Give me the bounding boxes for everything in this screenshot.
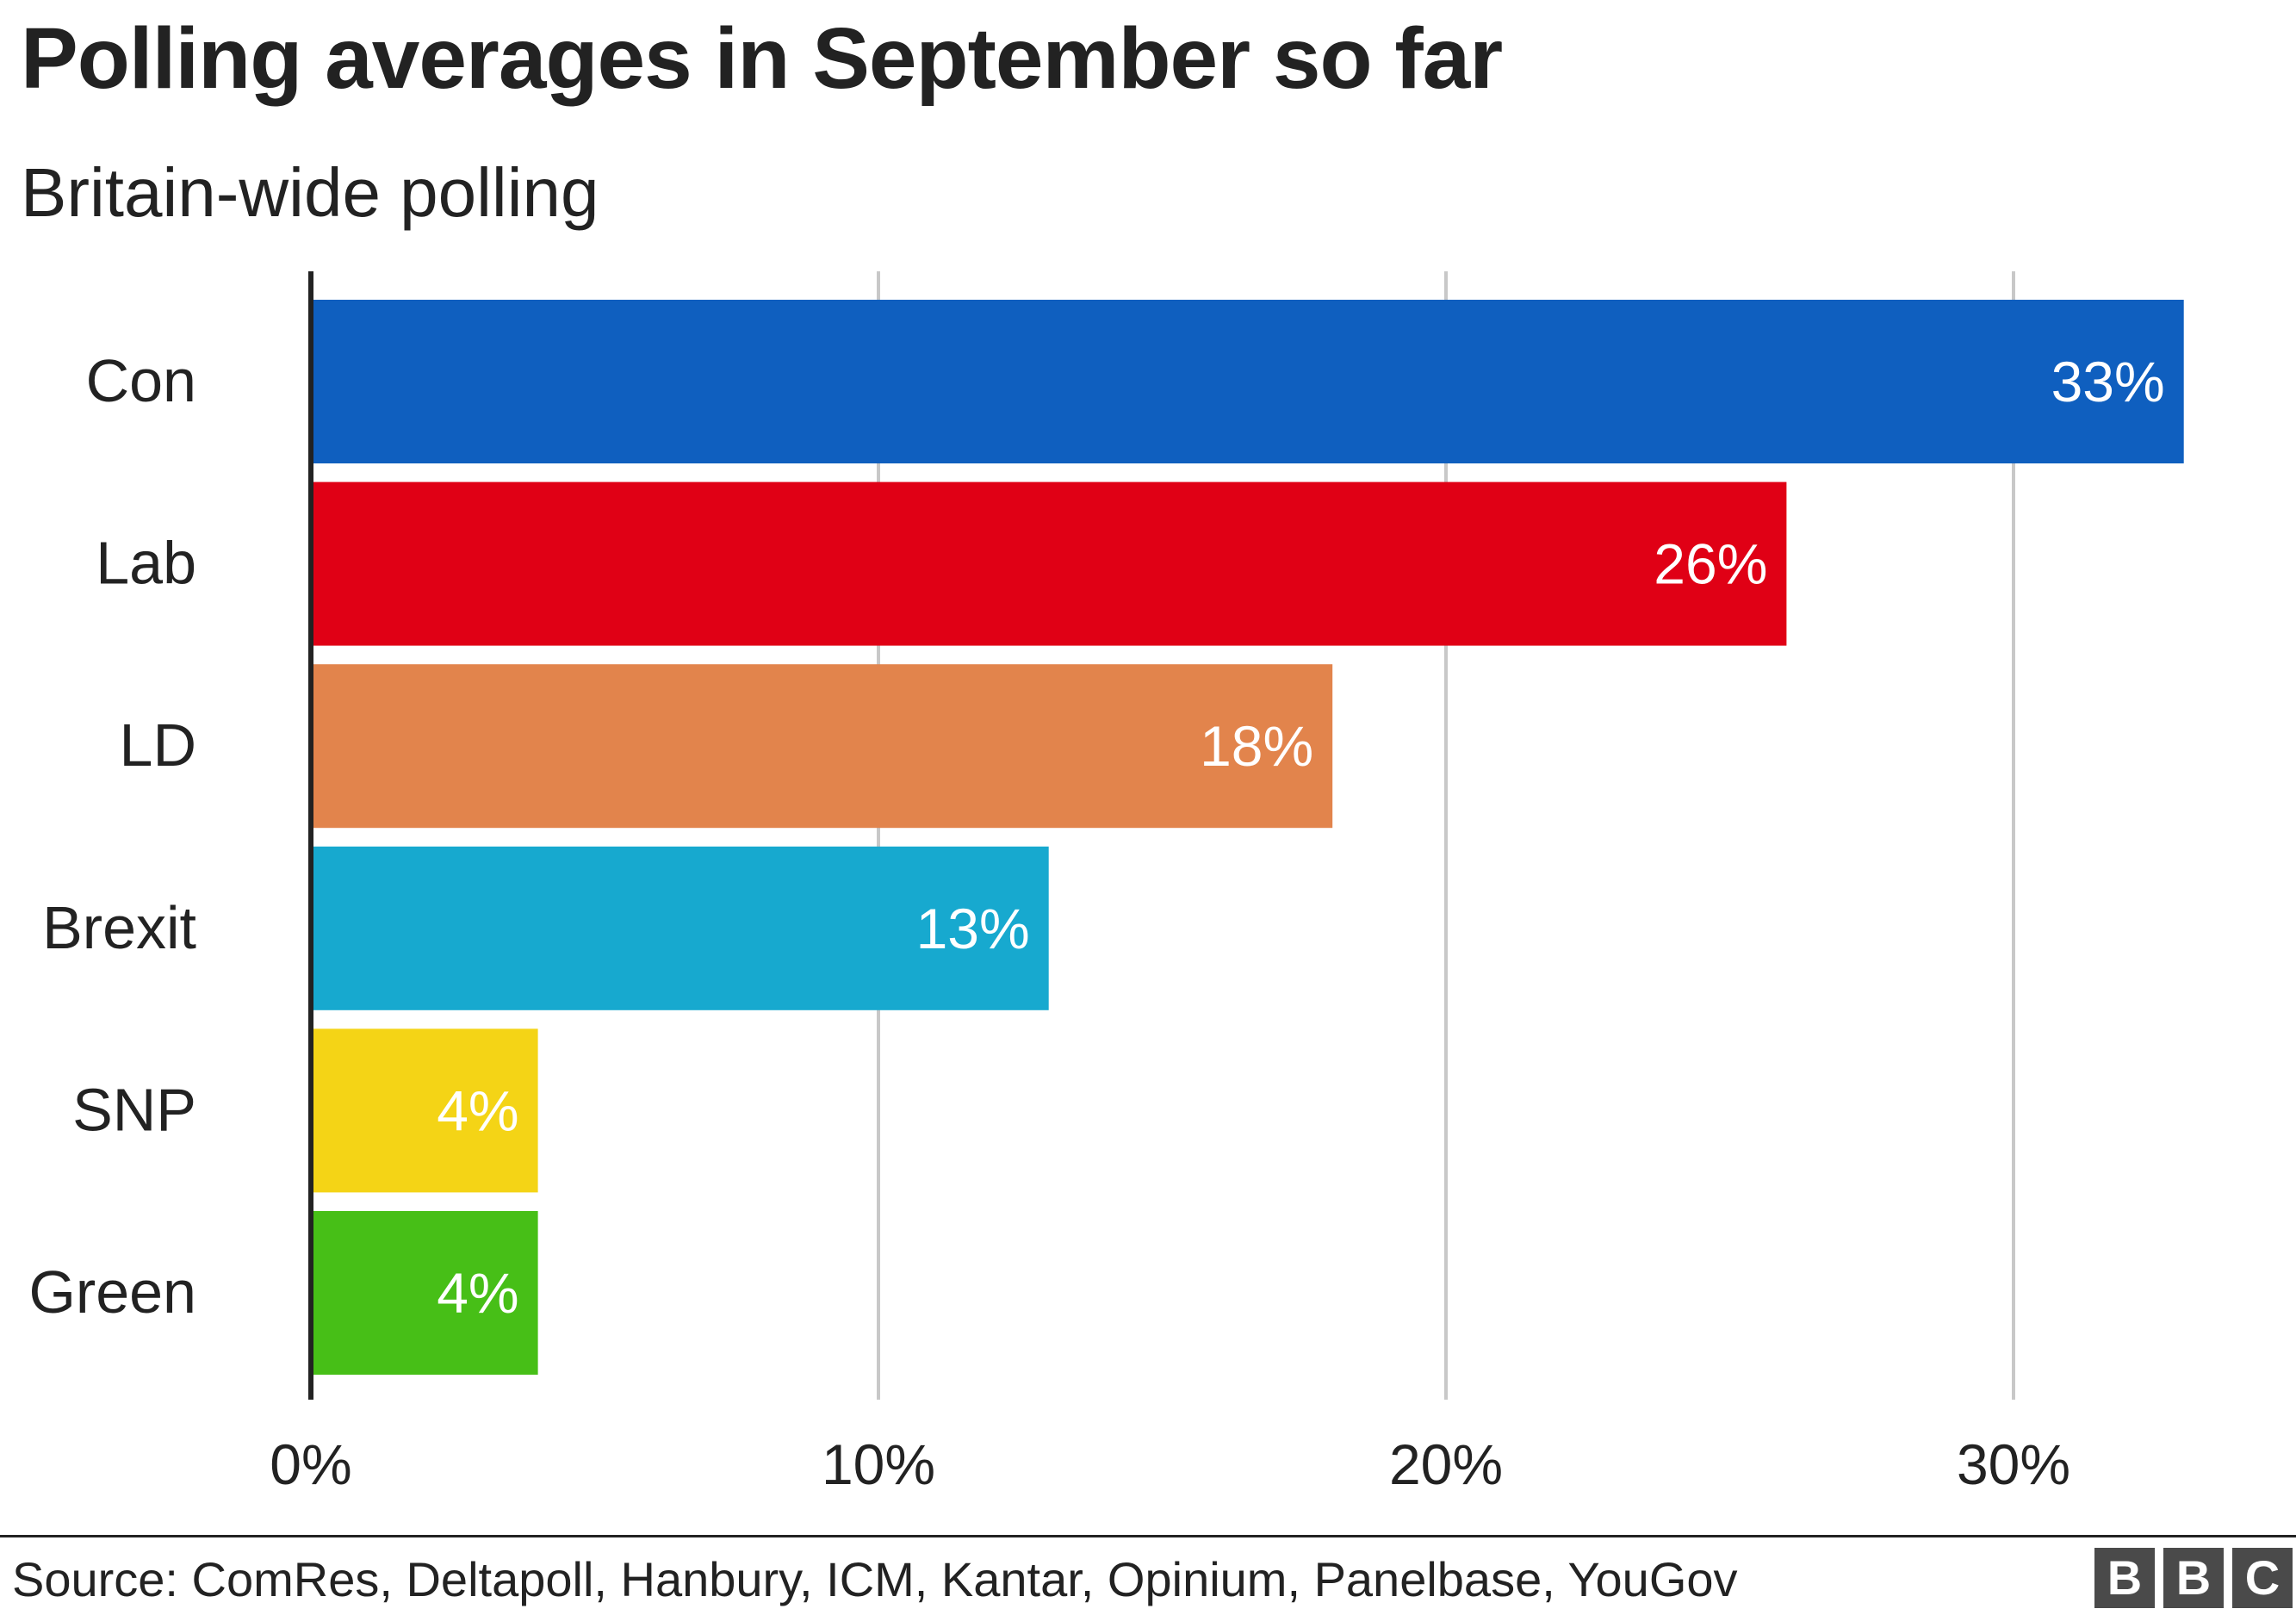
logo-letter-c: C	[2232, 1548, 2293, 1608]
chart-subtitle: Britain-wide polling	[21, 154, 599, 231]
axes: 0% 10% 20% 30% Con Lab LD Brexit SNP Green	[28, 271, 2070, 1496]
bbc-logo: B B C	[2094, 1548, 2293, 1608]
category-label: Green	[28, 1258, 196, 1326]
value-label: 4%	[437, 1078, 518, 1142]
category-label: SNP	[72, 1076, 196, 1143]
bar-brexit	[311, 846, 1049, 1010]
category-label: Con	[86, 347, 196, 414]
bar-snp	[311, 1028, 538, 1193]
bar-ld	[311, 664, 1333, 829]
category-label: LD	[120, 711, 196, 779]
value-label: 33%	[2051, 350, 2165, 413]
value-label: 18%	[1200, 714, 1313, 778]
bar-lab	[311, 481, 1787, 646]
category-label: Lab	[96, 530, 196, 597]
logo-letter-b2: B	[2163, 1548, 2224, 1608]
footer-divider	[0, 1535, 2296, 1537]
x-tick-label: 30%	[1957, 1432, 2070, 1496]
value-label: 4%	[437, 1261, 518, 1325]
category-label: Brexit	[42, 894, 196, 961]
logo-letter-b1: B	[2094, 1548, 2155, 1608]
value-label: 26%	[1654, 532, 1767, 596]
bar-con	[311, 300, 2184, 463]
value-label: 13%	[916, 897, 1030, 960]
source-note: Source: ComRes, Deltapoll, Hanbury, ICM,…	[12, 1552, 1738, 1606]
bars: 33% 26% 18% 13% 4% 4%	[311, 300, 2184, 1375]
x-tick-label: 0%	[270, 1432, 351, 1496]
bar-chart: 33% 26% 18% 13% 4% 4% 0% 10% 20% 30% Con Lab LD Brex…	[28, 271, 2184, 1496]
chart-title: Polling averages in September so far	[21, 10, 1503, 107]
bar-green	[311, 1211, 538, 1375]
x-tick-label: 10%	[822, 1432, 935, 1496]
x-tick-label: 20%	[1389, 1432, 1503, 1496]
